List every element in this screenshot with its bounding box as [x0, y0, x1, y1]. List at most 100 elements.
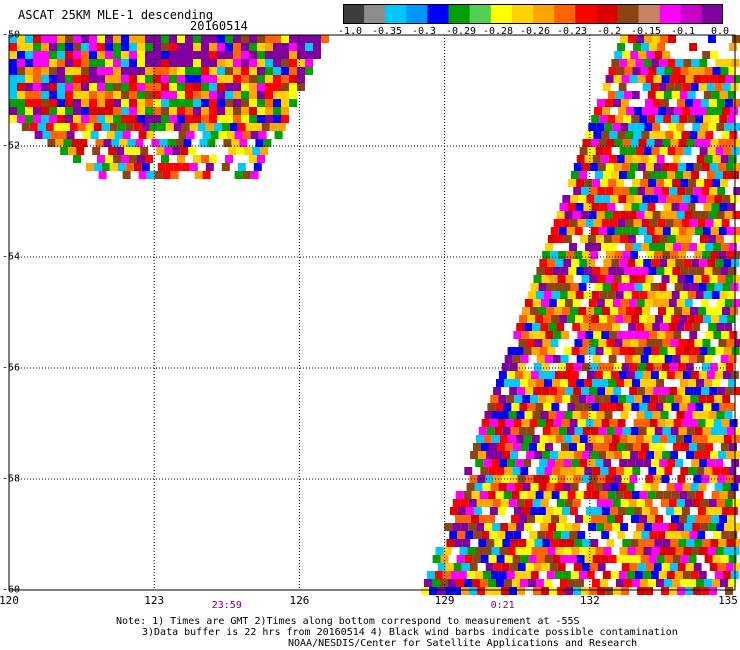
data-cell [678, 251, 687, 259]
data-cell [566, 339, 575, 347]
data-cell [97, 115, 105, 123]
data-cell [654, 339, 663, 347]
data-cell [156, 147, 165, 155]
data-cell [305, 43, 313, 51]
data-cell [550, 339, 559, 347]
data-cell [715, 59, 724, 67]
data-cell [669, 563, 678, 571]
data-cell [81, 35, 89, 43]
data-cell [537, 307, 546, 315]
data-cell [623, 315, 632, 323]
data-cell [712, 355, 721, 363]
data-cell [642, 283, 651, 291]
data-cell [625, 307, 634, 315]
data-cell [621, 275, 630, 283]
colorbar-swatch [617, 4, 640, 24]
data-cell [614, 139, 623, 147]
data-cell [616, 179, 625, 187]
data-cell [628, 323, 637, 331]
data-cell [685, 387, 694, 395]
data-cell [678, 339, 687, 347]
data-cell [533, 563, 542, 571]
data-cell [181, 123, 190, 131]
latitude-label: -50 [2, 29, 21, 41]
data-cell [693, 363, 702, 371]
data-cell [637, 363, 646, 371]
data-cell [487, 403, 496, 411]
data-cell [563, 547, 572, 555]
data-cell [691, 435, 700, 443]
data-cell [615, 115, 624, 123]
data-cell [676, 411, 685, 419]
data-cell [213, 123, 222, 131]
data-cell [588, 411, 597, 419]
data-cell [462, 539, 471, 547]
data-cell [589, 363, 598, 371]
data-cell [265, 83, 273, 91]
colorbar-tick-label: -0.3 [411, 26, 437, 37]
data-cell [121, 51, 129, 59]
data-cell [532, 411, 541, 419]
data-cell [590, 539, 599, 547]
data-cell [57, 99, 65, 107]
data-cell [551, 315, 560, 323]
data-cell [721, 419, 730, 427]
data-cell [57, 43, 65, 51]
data-cell [614, 339, 623, 347]
data-cell [527, 315, 536, 323]
data-cell [614, 451, 623, 459]
data-cell [472, 443, 481, 451]
data-cell [559, 579, 568, 587]
data-cell [726, 139, 735, 147]
data-cell [60, 147, 69, 155]
data-cell [598, 539, 607, 547]
data-cell [640, 267, 649, 275]
data-cell [508, 523, 517, 531]
data-cell [249, 43, 257, 51]
data-cell [572, 411, 581, 419]
data-cell [643, 59, 652, 67]
data-cell [105, 115, 113, 123]
data-cell [671, 491, 680, 499]
data-cell [162, 171, 171, 179]
data-cell [281, 35, 289, 43]
data-cell [611, 347, 620, 355]
data-cell [97, 51, 105, 59]
data-cell [669, 187, 678, 195]
data-cell [732, 299, 740, 307]
data-cell [576, 555, 585, 563]
data-cell [619, 259, 628, 267]
data-cell [620, 299, 629, 307]
data-cell [506, 371, 515, 379]
data-cell [485, 587, 494, 595]
data-cell [197, 123, 206, 131]
data-cell [732, 411, 740, 419]
data-cell [623, 291, 632, 299]
data-cell [611, 547, 620, 555]
data-cell [676, 499, 685, 507]
data-cell [660, 323, 669, 331]
data-cell [540, 299, 549, 307]
data-cell [557, 563, 566, 571]
data-cell [73, 35, 81, 43]
data-cell [553, 307, 562, 315]
data-cell [707, 347, 716, 355]
data-cell [648, 179, 657, 187]
data-cell [549, 563, 558, 571]
data-cell [507, 347, 516, 355]
data-cell [662, 139, 671, 147]
time-label: 0:21 [490, 600, 515, 611]
data-cell [565, 275, 574, 283]
data-cell [688, 467, 697, 475]
data-cell [597, 363, 606, 371]
data-cell [676, 323, 685, 331]
data-cell [677, 587, 686, 595]
data-cell [622, 451, 631, 459]
data-cell [241, 67, 249, 75]
data-cell [593, 507, 602, 515]
data-cell [129, 75, 137, 83]
data-cell [620, 323, 629, 331]
data-cell [717, 363, 726, 371]
data-cell [599, 91, 608, 99]
data-cell [451, 547, 460, 555]
